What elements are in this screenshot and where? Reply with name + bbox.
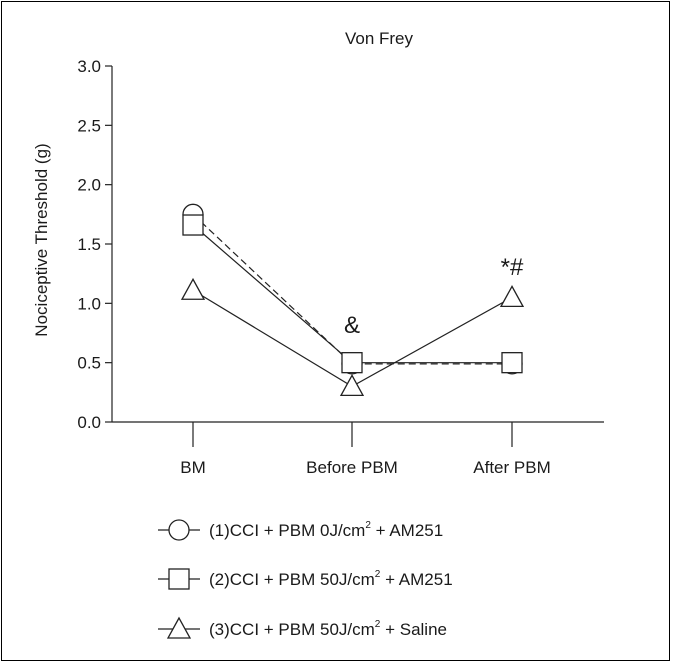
legend-item-3: (3)CCI + PBM 50J/cm2 + Saline: [158, 616, 447, 639]
series-layer: [180, 203, 525, 397]
chart-title: Von Frey: [345, 29, 414, 48]
series-1: [182, 203, 523, 375]
series-line: [192, 224, 512, 364]
data-point: [499, 285, 525, 308]
y-tick-label: 0.0: [77, 413, 101, 432]
y-tick-label: 0.5: [77, 354, 101, 373]
legend-item-2: (2)CCI + PBM 50J/cm2 + AM251: [158, 568, 453, 590]
legend-marker: [168, 568, 190, 590]
annotation-layer: & *#: [344, 254, 524, 339]
x-tick-label: After PBM: [473, 458, 550, 477]
series-2: [182, 214, 523, 374]
legend: (1)CCI + PBM 0J/cm2 + AM251 (2)CCI + PBM …: [158, 519, 453, 639]
data-point: [501, 352, 523, 374]
legend-label: (3)CCI + PBM 50J/cm2 + Saline: [209, 619, 447, 639]
x-tick-label: BM: [180, 458, 206, 477]
y-tick-label: 2.0: [77, 176, 101, 195]
legend-label: (1)CCI + PBM 0J/cm2 + AM251: [209, 520, 443, 540]
y-tick-label: 3.0: [77, 57, 101, 76]
legend-label: (2)CCI + PBM 50J/cm2 + AM251: [209, 569, 453, 589]
series-line: [192, 213, 512, 365]
legend-marker: [168, 519, 190, 541]
data-point: [341, 352, 363, 374]
y-tick-label: 1.5: [77, 235, 101, 254]
significance-annotation: *#: [501, 254, 524, 281]
y-tick-label: 1.0: [77, 294, 101, 313]
y-axis-label: Nociceptive Threshold (g): [32, 143, 51, 336]
series-3: [180, 277, 525, 397]
x-tick-label: Before PBM: [306, 458, 398, 477]
legend-marker: [166, 616, 192, 639]
data-point: [180, 277, 206, 300]
legend-item-1: (1)CCI + PBM 0J/cm2 + AM251: [158, 519, 443, 541]
y-tick-label: 2.5: [77, 116, 101, 135]
axes: 0.0 0.5 1.0 1.5 2.0 2.5 3.0 BM Before PBM After P…: [77, 57, 604, 477]
data-point: [339, 374, 365, 397]
data-point: [182, 214, 204, 236]
significance-annotation: &: [344, 312, 360, 339]
